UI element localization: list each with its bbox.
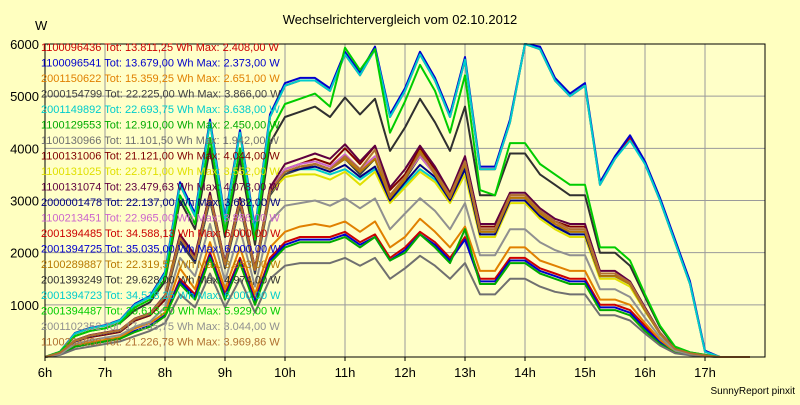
x-tick-label: 14h	[514, 365, 536, 380]
legend-entry-1100096541: 1100096541 Tot: 13.679,00 Wh Max: 2.373,…	[41, 58, 280, 70]
y-tick-label: 1000	[10, 298, 39, 313]
series-line-2001102352	[44, 197, 750, 358]
legend-entry-1100096436: 1100096436 Tot: 13.811,25 Wh Max: 2.408,…	[41, 42, 280, 54]
legend: 1100096436 Tot: 13.811,25 Wh Max: 2.408,…	[41, 42, 281, 349]
legend-entry-2001394487: 2001394487 Tot: 29.613,50 Wh Max: 5.929,…	[41, 306, 281, 318]
legend-entry-1100213451: 1100213451 Tot: 22.965,00 Wh Max: 3.886,…	[41, 213, 280, 225]
series-lines	[44, 43, 750, 358]
series-line-1100288880	[44, 148, 750, 358]
legend-entry-2001394725: 2001394725 Tot: 35.035,00 Wh Max: 6.000,…	[41, 244, 281, 256]
series-line-2001394723	[44, 43, 750, 358]
x-tick-label: 13h	[454, 365, 476, 380]
x-tick-label: 15h	[574, 365, 596, 380]
legend-entry-2100289887: 2100289887 Tot: 22.319,57 Wh Max: 3.953,…	[41, 259, 281, 271]
x-tick-label: 7h	[98, 365, 112, 380]
y-tick-label: 4000	[10, 141, 39, 156]
y-axis-label: W	[35, 18, 48, 33]
legend-entry-1100131025: 1100131025 Tot: 22.871,00 Wh Max: 3.552,…	[41, 166, 280, 178]
legend-entry-2001150622: 2001150622 Tot: 15.359,25 Wh Max: 2.651,…	[41, 73, 280, 85]
series-line-1100129553	[44, 228, 750, 358]
legend-entry-2001149892: 2001149892 Tot: 22.693,75 Wh Max: 3.638,…	[41, 104, 280, 116]
series-line-2001394487	[44, 46, 750, 358]
x-tick-label: 12h	[394, 365, 416, 380]
x-tick-label: 9h	[218, 365, 232, 380]
footer-credit: SunnyReport pinxit	[711, 386, 796, 397]
chart-title: Wechselrichtervergleich vom 02.10.2012	[283, 12, 518, 27]
y-tick-label: 2000	[10, 246, 39, 261]
x-tick-label: 11h	[335, 365, 356, 380]
axes: 1000 2000 3000 4000 5000 6000 6h 7h 8h 9h 10h 11h 12…	[10, 37, 766, 380]
legend-entry-2001393249: 2001393249 Tot: 29.628,00 Wh Max: 4.974,…	[41, 275, 281, 287]
legend-entry-2001394485: 2001394485 Tot: 34.588,13 Wh Max: 6.000,…	[41, 228, 281, 240]
legend-entry-1100131006: 1100131006 Tot: 21.121,00 Wh Max: 4.044,…	[41, 151, 280, 163]
x-tick-label: 10h	[274, 365, 296, 380]
y-tick-label: 5000	[10, 89, 39, 104]
x-tick-label: 17h	[694, 365, 716, 380]
legend-entry-2001102352: 2001102352 Tot: 17.355,75 Wh Max: 3.044,…	[41, 321, 280, 333]
legend-entry-2000154799: 2000154799 Tot: 22.225,00 Wh Max: 3.866,…	[41, 89, 281, 101]
y-tick-label: 6000	[10, 37, 39, 52]
x-tick-label: 8h	[158, 365, 172, 380]
legend-entry-1100288880: 1100288880 Tot: 21.226,78 Wh Max: 3.969,…	[41, 337, 280, 349]
series-line-2001393249	[44, 96, 750, 358]
series-line-1100130966	[44, 254, 750, 358]
x-tick-label: 16h	[634, 365, 656, 380]
legend-entry-2001394723: 2001394723 Tot: 34.518,25 Wh Max: 6.000,…	[41, 290, 281, 302]
legend-entry-1100130966: 1100130966 Tot: 11.101,50 Wh Max: 1.942,…	[41, 135, 280, 147]
legend-entry-1100131074: 1100131074 Tot: 23.479,63 Wh Max: 4.078,…	[41, 182, 280, 194]
y-tick-label: 3000	[10, 194, 39, 209]
series-line-2001150622	[44, 217, 750, 358]
x-tick-label: 6h	[38, 365, 52, 380]
legend-entry-1100129553: 1100129553 Tot: 12.910,00 Wh Max: 2.450,…	[41, 120, 280, 132]
legend-entry-2000001478: 2000001478 Tot: 22.137,00 Wh Max: 3.682,…	[41, 197, 281, 209]
